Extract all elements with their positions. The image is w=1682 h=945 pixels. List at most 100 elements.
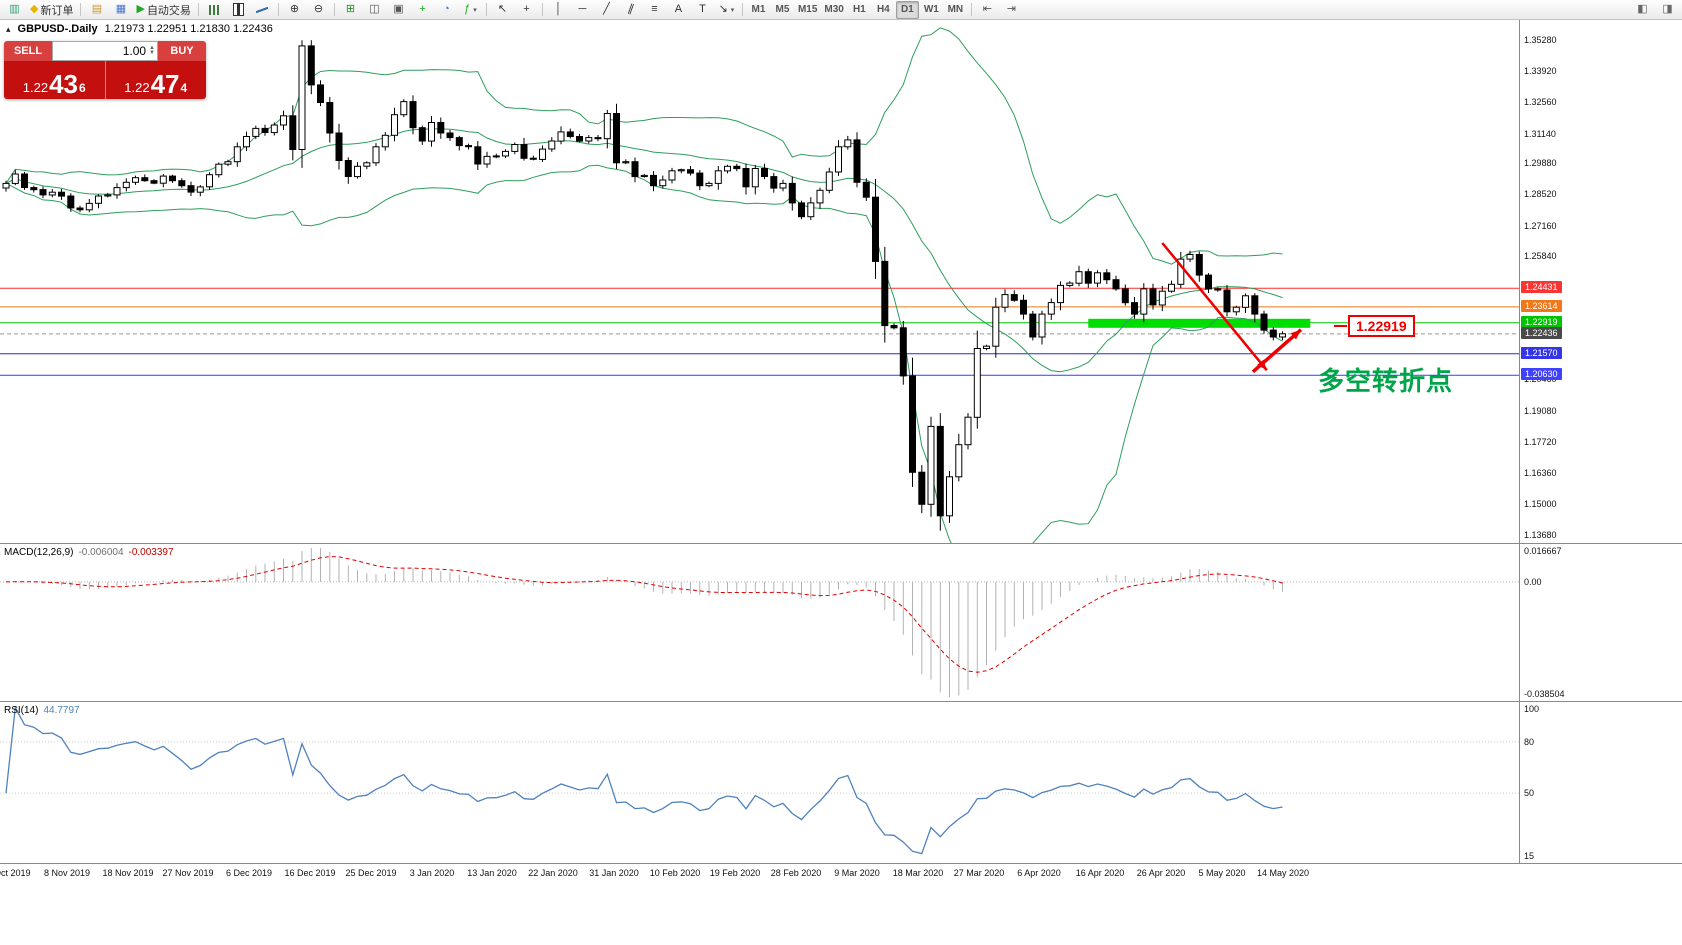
date-tick: 13 Jan 2020 [467, 868, 517, 878]
cascade-windows-icon: ▣ [393, 3, 404, 15]
volume-up-icon[interactable]: ▲ [149, 45, 155, 51]
pane-separator-axis [0, 863, 1682, 864]
zoom-out-icon[interactable]: ⊖ [307, 1, 330, 19]
date-tick: 8 Nov 2019 [43, 868, 91, 878]
chart-shift-icon[interactable]: ⇤ [976, 1, 999, 19]
autotrading-button[interactable]: ▶ 自动交易 [133, 1, 193, 19]
rsi-pane-canvas[interactable] [0, 702, 1519, 862]
new-order-button[interactable]: ◆ 新订单 [27, 1, 76, 19]
candlestick-chart-icon [232, 3, 244, 16]
chart-window: 1.35280 1.33920 1.32560 1.31140 1.29880 1.285… [0, 19, 1682, 945]
indicators-icon[interactable]: ƒ ▾ [459, 1, 482, 19]
buy-price-big: 47 [150, 69, 180, 99]
price-chart-canvas[interactable] [0, 19, 1519, 543]
date-tick: 25 Dec 2019 [345, 868, 397, 878]
toolbar-extra-icon-1-icon: ◧ [1637, 3, 1648, 15]
charts-profile-icon[interactable]: ▤ [85, 1, 108, 19]
date-tick: 30 Oct 2019 [0, 868, 31, 878]
toolbar-extra-icon-2[interactable]: ◨ [1656, 1, 1679, 19]
autotrading-button-label: 自动交易 [146, 4, 191, 17]
fibonacci-icon[interactable]: ≡ [643, 1, 666, 19]
auto-scroll-icon[interactable]: ⇥ [1000, 1, 1023, 19]
text-icon[interactable]: A [667, 1, 690, 19]
dropdown-arrow-icon[interactable]: ▾ [730, 6, 735, 14]
auto-scroll-icon: ⇥ [1006, 3, 1016, 15]
volume-spinner[interactable]: ▲ ▼ [149, 45, 155, 56]
buy-price-button[interactable]: 1.22 47 4 [106, 61, 207, 99]
trade-panel-header: SELL 1.00 ▲ ▼ BUY [4, 41, 206, 61]
rsi-scale-top: 100 [1524, 704, 1540, 714]
text-label-icon[interactable]: T [691, 1, 714, 19]
candlestick-chart-icon[interactable] [227, 1, 250, 19]
bar-chart-icon[interactable] [203, 1, 226, 19]
new-order-button-label: 新订单 [40, 4, 74, 17]
toolbar-right-buttons: ◧ ◨ [1631, 1, 1679, 19]
channel-icon[interactable]: ∥ [619, 1, 642, 19]
toolbar-separator [277, 3, 279, 16]
cursor-icon[interactable]: ↖ [491, 1, 514, 19]
grid-icon[interactable]: ⊞ [339, 1, 362, 19]
timeframe-m30-label: M30 [824, 4, 844, 15]
volume-down-icon[interactable]: ▼ [149, 50, 155, 56]
sell-button[interactable]: SELL [4, 41, 52, 61]
price-tick: 1.13680 [1524, 529, 1557, 540]
timeframe-h4[interactable]: H4 [872, 1, 895, 19]
date-tick: 10 Feb 2020 [649, 868, 701, 878]
arrows-icon[interactable]: ↘ ▾ [715, 1, 738, 19]
one-click-trading-panel: SELL 1.00 ▲ ▼ BUY 1.22 43 6 1.22 47 4 [4, 41, 206, 99]
zoom-out-icon: ⊖ [313, 3, 324, 15]
pane-separator-macd[interactable] [0, 543, 1682, 544]
timeframe-m15[interactable]: M15 [795, 1, 820, 19]
chart-window-icon[interactable]: ▥ [3, 1, 26, 19]
terminal-icon[interactable]: ▦ [109, 1, 132, 19]
vertical-line-icon[interactable]: │ [547, 1, 570, 19]
timeframe-h1[interactable]: H1 [848, 1, 871, 19]
clock-icon[interactable]: ◔ [435, 1, 458, 19]
cascade-windows-icon[interactable]: ▣ [387, 1, 410, 19]
price-level-chip: 1.20630 [1521, 368, 1562, 381]
timeframe-m1[interactable]: M1 [747, 1, 770, 19]
zoom-in-icon[interactable]: ⊕ [283, 1, 306, 19]
timeframe-mn[interactable]: MN [944, 1, 967, 19]
date-tick: 9 Mar 2020 [834, 868, 880, 878]
price-annotation-label[interactable]: 1.22919 [1348, 315, 1415, 337]
arrows-icon: ↘ [718, 3, 728, 15]
sell-price-big: 43 [49, 69, 79, 99]
trade-panel-prices: 1.22 43 6 1.22 47 4 [4, 61, 206, 99]
dropdown-arrow-icon[interactable]: ▾ [473, 6, 477, 14]
bar-chart-icon [208, 4, 220, 15]
toolbar-extra-icon-1[interactable]: ◧ [1631, 1, 1654, 19]
date-tick: 16 Apr 2020 [1075, 868, 1125, 878]
timeframe-m30[interactable]: M30 [821, 1, 846, 19]
date-tick: 22 Jan 2020 [528, 868, 578, 878]
tile-windows-icon[interactable]: ◫ [363, 1, 386, 19]
new-chart-icon[interactable]: + [411, 1, 434, 19]
chart-info-line: ▴ GBPUSD-.Daily 1.21973 1.22951 1.21830 … [6, 23, 273, 35]
buy-price-prefix: 1.22 [124, 80, 150, 95]
trendline-icon[interactable]: ╱ [595, 1, 618, 19]
rsi-value: 44.7797 [43, 705, 80, 716]
date-tick: 3 Jan 2020 [409, 868, 455, 878]
autotrading-button-icon: ▶ [136, 3, 145, 15]
price-tick: 1.15000 [1524, 499, 1557, 510]
line-chart-icon [256, 4, 269, 15]
indicators-icon: ƒ [464, 3, 471, 15]
line-chart-icon[interactable] [251, 1, 274, 19]
price-annotation-tick [1334, 325, 1347, 327]
timeframe-d1[interactable]: D1 [895, 0, 919, 19]
sell-price-button[interactable]: 1.22 43 6 [4, 61, 106, 99]
buy-button[interactable]: BUY [158, 41, 206, 61]
crosshair-icon[interactable]: + [515, 1, 538, 19]
pane-separator-rsi[interactable] [0, 701, 1682, 702]
horizontal-line-icon[interactable]: ─ [571, 1, 594, 19]
timeframe-w1[interactable]: W1 [920, 1, 943, 19]
macd-scale-zero: 0.00 [1524, 576, 1542, 587]
sell-price-pip: 6 [79, 81, 86, 95]
price-level-chip: 1.22436 [1521, 326, 1562, 339]
rsi-level-high: 80 [1524, 736, 1535, 747]
turning-point-annotation[interactable]: 多空转折点 [1318, 366, 1454, 396]
macd-indicator-label: MACD(12,26,9) -0.006004 -0.003397 [4, 547, 174, 558]
timeframe-m5[interactable]: M5 [771, 1, 794, 19]
macd-pane-canvas[interactable] [0, 544, 1519, 701]
volume-field[interactable]: 1.00 ▲ ▼ [52, 41, 158, 61]
